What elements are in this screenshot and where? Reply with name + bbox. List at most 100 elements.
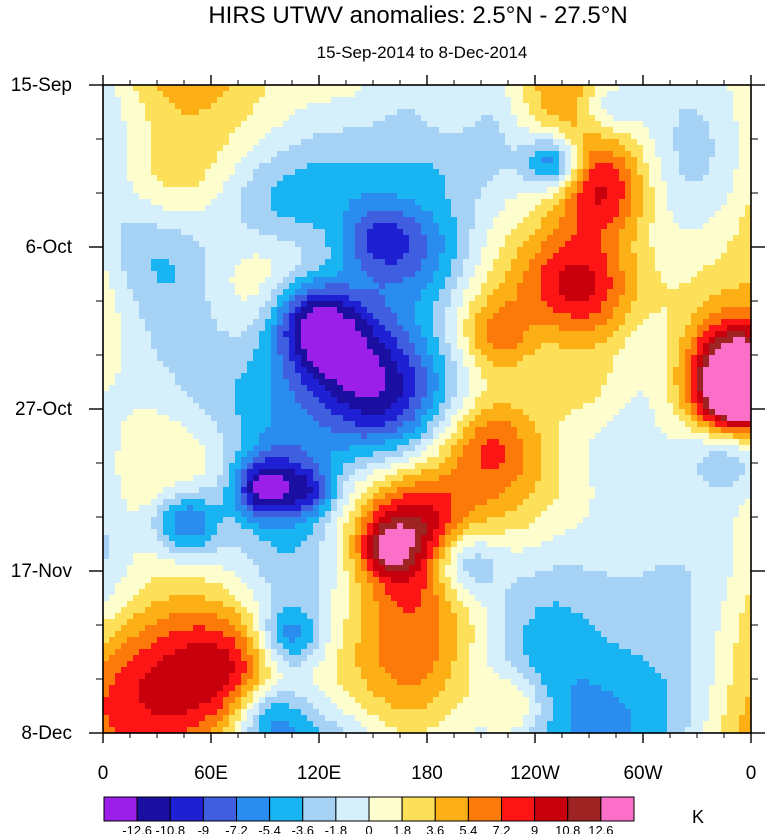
heatmap-cell: [337, 301, 344, 308]
heatmap-cell: [439, 295, 446, 302]
heatmap-cell: [361, 163, 368, 170]
heatmap-cell: [721, 337, 728, 344]
heatmap-cell: [727, 325, 734, 332]
heatmap-cell: [301, 253, 308, 260]
heatmap-cell: [445, 271, 452, 278]
heatmap-cell: [373, 295, 380, 302]
heatmap-cell: [241, 319, 248, 326]
heatmap-cell: [529, 121, 536, 128]
heatmap-cell: [295, 169, 302, 176]
heatmap-cell: [343, 331, 350, 338]
heatmap-cell: [643, 283, 650, 290]
heatmap-cell: [307, 199, 314, 206]
heatmap-cell: [403, 139, 410, 146]
heatmap-cell: [493, 313, 500, 320]
heatmap-cell: [673, 325, 680, 332]
heatmap-cell: [661, 283, 668, 290]
heatmap-cell: [493, 157, 500, 164]
heatmap-cell: [181, 289, 188, 296]
heatmap-cell: [289, 355, 296, 362]
heatmap-cell: [613, 289, 620, 296]
heatmap-cell: [355, 319, 362, 326]
heatmap-cell: [295, 211, 302, 218]
heatmap-cell: [613, 85, 620, 92]
heatmap-cell: [349, 205, 356, 212]
heatmap-cell: [277, 211, 284, 218]
heatmap-cell: [175, 235, 182, 242]
heatmap-cell: [733, 139, 740, 146]
heatmap-cell: [523, 283, 530, 290]
heatmap-cell: [259, 205, 266, 212]
heatmap-cell: [583, 109, 590, 116]
heatmap-cell: [247, 157, 254, 164]
heatmap-cell: [313, 145, 320, 152]
heatmap-cell: [205, 187, 212, 194]
heatmap-cell: [517, 253, 524, 260]
heatmap-cell: [709, 169, 716, 176]
heatmap-cell: [643, 145, 650, 152]
heatmap-cell: [451, 343, 458, 350]
heatmap-cell: [265, 187, 272, 194]
heatmap-cell: [739, 283, 746, 290]
heatmap-cell: [139, 103, 146, 110]
heatmap-cell: [223, 331, 230, 338]
heatmap-cell: [343, 133, 350, 140]
heatmap-cell: [691, 133, 698, 140]
heatmap-cell: [613, 157, 620, 164]
heatmap-cell: [109, 163, 116, 170]
heatmap-cell: [637, 91, 644, 98]
heatmap-cell: [301, 211, 308, 218]
heatmap-cell: [583, 217, 590, 224]
heatmap-cell: [319, 325, 326, 332]
heatmap-cell: [463, 121, 470, 128]
heatmap-cell: [253, 127, 260, 134]
heatmap-cell: [115, 325, 122, 332]
heatmap-cell: [385, 217, 392, 224]
heatmap-cell: [301, 343, 308, 350]
heatmap-cell: [283, 313, 290, 320]
heatmap-cell: [703, 211, 710, 218]
heatmap-cell: [589, 175, 596, 182]
heatmap-cell: [235, 289, 242, 296]
heatmap-cell: [697, 97, 704, 104]
heatmap-cell: [535, 349, 542, 356]
heatmap-cell: [571, 169, 578, 176]
heatmap-cell: [619, 295, 626, 302]
heatmap-cell: [151, 271, 158, 278]
heatmap-cell: [709, 193, 716, 200]
heatmap-cell: [139, 205, 146, 212]
heatmap-cell: [433, 103, 440, 110]
heatmap-cell: [511, 265, 518, 272]
heatmap-cell: [619, 283, 626, 290]
heatmap-cell: [685, 313, 692, 320]
heatmap-cell: [199, 91, 206, 98]
heatmap-cell: [493, 295, 500, 302]
heatmap-cell: [349, 313, 356, 320]
heatmap-cell: [691, 169, 698, 176]
heatmap-cell: [211, 163, 218, 170]
heatmap-cell: [181, 97, 188, 104]
heatmap-cell: [559, 259, 566, 266]
heatmap-cell: [439, 349, 446, 356]
heatmap-cell: [187, 307, 194, 314]
heatmap-cell: [685, 271, 692, 278]
heatmap-cell: [589, 121, 596, 128]
heatmap-cell: [307, 295, 314, 302]
heatmap-cell: [607, 307, 614, 314]
heatmap-cell: [427, 295, 434, 302]
heatmap-cell: [157, 109, 164, 116]
heatmap-cell: [193, 103, 200, 110]
heatmap-cell: [559, 241, 566, 248]
heatmap-cell: [211, 97, 218, 104]
heatmap-cell: [733, 121, 740, 128]
heatmap-cell: [229, 235, 236, 242]
heatmap-cell: [337, 121, 344, 128]
heatmap-cell: [619, 301, 626, 308]
heatmap-cell: [421, 97, 428, 104]
heatmap-cell: [589, 187, 596, 194]
heatmap-cell: [685, 319, 692, 326]
heatmap-cell: [601, 169, 608, 176]
heatmap-cell: [235, 259, 242, 266]
heatmap-cell: [661, 181, 668, 188]
heatmap-cell: [451, 127, 458, 134]
